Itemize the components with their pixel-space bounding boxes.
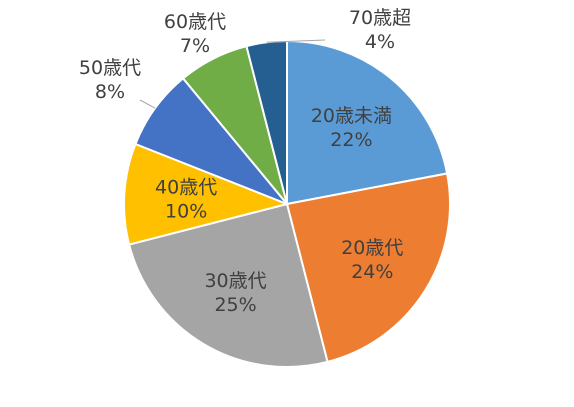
pie-slices	[123, 39, 451, 368]
slice-category-label: 60歳代	[164, 11, 226, 33]
slice-category-label: 70歳超	[349, 7, 411, 29]
slice-labels: 20歳未満22%20歳代24%30歳代25%40歳代10%50歳代8%60歳代7…	[79, 7, 411, 316]
slice-value-label: 7%	[180, 35, 210, 57]
leader-lines	[139, 39, 326, 109]
slice-value-label: 10%	[165, 201, 207, 223]
pie-slice-2	[285, 172, 451, 364]
pie-slice-4	[123, 142, 291, 246]
slice-value-label: 24%	[351, 261, 393, 283]
slice-category-label: 20歳代	[341, 237, 403, 259]
slice-category-label: 20歳未満	[311, 105, 392, 127]
slice-value-label: 8%	[95, 81, 125, 103]
pie-slice-3	[127, 202, 329, 368]
slice-value-label: 22%	[330, 129, 372, 151]
pie-slice-1	[286, 39, 449, 206]
slice-category-label: 50歳代	[79, 57, 141, 79]
leader-line-5	[139, 99, 156, 109]
slice-category-label: 40歳代	[155, 177, 217, 199]
leader-line-7	[266, 39, 326, 43]
slice-value-label: 25%	[214, 294, 256, 316]
slice-value-label: 4%	[365, 31, 395, 53]
slice-category-label: 30歳代	[204, 270, 266, 292]
